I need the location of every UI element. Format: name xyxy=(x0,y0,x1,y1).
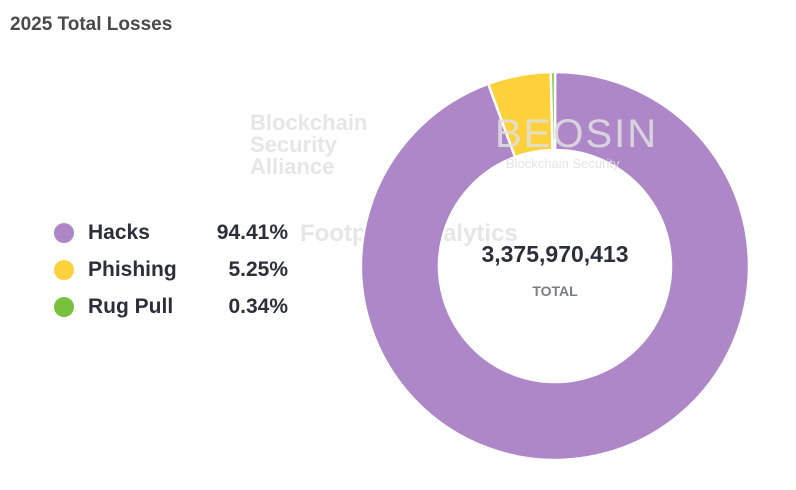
legend-item[interactable]: Rug Pull 0.34% xyxy=(54,288,288,325)
slice-hacks[interactable] xyxy=(359,70,751,462)
slice-rug-pull[interactable] xyxy=(549,70,557,152)
legend-value: 0.34% xyxy=(228,294,288,318)
legend-swatch xyxy=(54,222,74,243)
chart-title: 2025 Total Losses xyxy=(10,14,173,35)
legend-label: Hacks xyxy=(88,220,150,244)
legend-value: 5.25% xyxy=(228,257,288,281)
legend-label: Rug Pull xyxy=(88,294,174,318)
legend-label: Phishing xyxy=(88,257,177,281)
center-label: TOTAL xyxy=(532,283,578,299)
legend-item[interactable]: Hacks 94.41% xyxy=(54,214,288,251)
legend-swatch xyxy=(54,259,74,280)
legend-item[interactable]: Phishing 5.25% xyxy=(54,251,288,288)
center-value: 3,375,970,413 xyxy=(481,241,628,267)
legend: Hacks 94.41% Phishing 5.25% Rug Pull 0.34% xyxy=(54,214,288,325)
legend-swatch xyxy=(54,296,74,317)
legend-value: 94.41% xyxy=(216,220,288,244)
